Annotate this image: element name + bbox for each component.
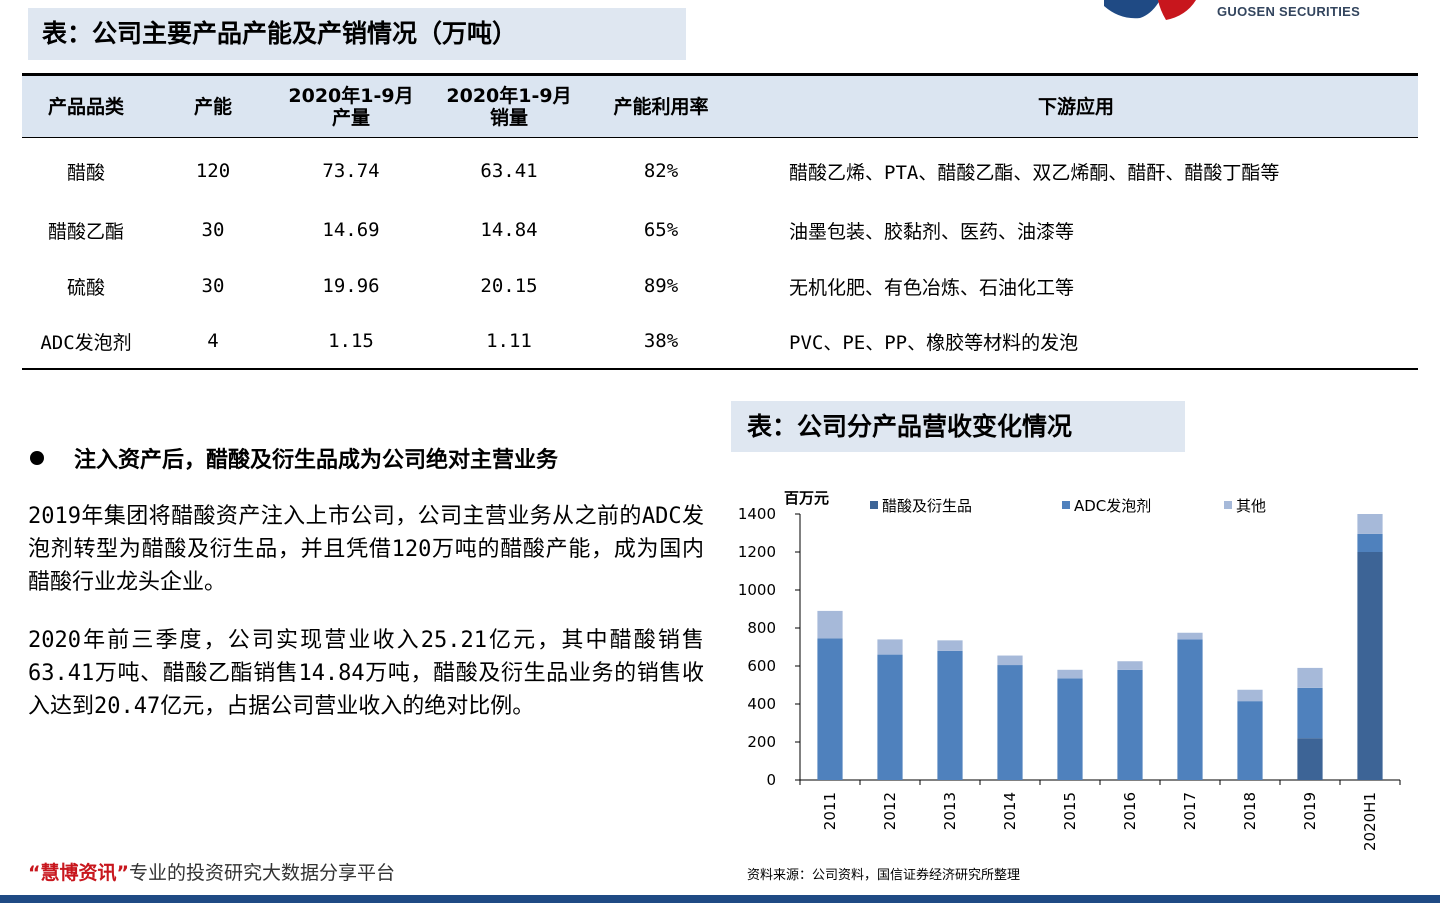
footer-bar — [0, 895, 1440, 903]
table-title: 表：公司主要产品产能及产销情况（万吨） — [28, 8, 686, 60]
legend-swatch — [870, 501, 878, 509]
y-axis-label: 百万元 — [784, 489, 829, 507]
legend-swatch — [1224, 501, 1232, 509]
legend-label: 其他 — [1236, 497, 1266, 515]
y-tick-label: 800 — [747, 619, 776, 637]
footer-quote-open: “ — [28, 862, 41, 884]
table-cell-capacity: 120 — [195, 160, 231, 182]
table-cell-output: 73.74 — [322, 160, 380, 182]
x-tick-label: 2017 — [1181, 792, 1199, 830]
bar-segment — [1357, 533, 1383, 552]
column-header: 产能 — [193, 96, 232, 118]
table-cell-capacity: 30 — [201, 275, 225, 297]
bar-segment — [1237, 689, 1263, 702]
bar-segment — [1117, 669, 1143, 780]
bar-segment — [1057, 678, 1083, 780]
chart-source: 资料来源：公司资料，国信证券经济研究所整理 — [747, 868, 1021, 883]
bar-segment — [937, 650, 963, 780]
bar-segment — [817, 610, 843, 639]
table-cell-output: 14.69 — [322, 219, 380, 241]
bar-segment — [817, 638, 843, 780]
bullet-dot-icon — [30, 451, 44, 465]
bar-segment — [1057, 669, 1083, 679]
table-cell-capacity: 30 — [201, 219, 225, 241]
bar-segment — [1117, 661, 1143, 670]
column-header: 产品品类 — [47, 96, 124, 118]
footer-quote-close: ” — [116, 862, 130, 884]
bullet-heading-text: 注入资产后，醋酸及衍生品成为公司绝对主营业务 — [74, 447, 559, 473]
table-cell-utilization: 82% — [643, 160, 679, 182]
table-cell-product: ADC发泡剂 — [40, 331, 132, 354]
column-header: 2020年1-9月 销量 — [446, 85, 572, 129]
table-header-row — [22, 76, 1418, 138]
table-cell-downstream: 醋酸乙烯、PTA、醋酸乙酯、双乙烯酮、醋酐、醋酸丁酯等 — [789, 161, 1280, 184]
table-cell-utilization: 89% — [643, 275, 679, 297]
bar-segment — [1237, 701, 1263, 780]
x-tick-label: 2018 — [1241, 792, 1259, 830]
legend-swatch — [1062, 501, 1070, 509]
bar-segment — [997, 665, 1023, 780]
bar-segment — [1177, 632, 1203, 640]
table-cell-capacity: 4 — [207, 330, 219, 352]
table-cell-sales: 1.11 — [486, 330, 532, 352]
table-bottom-rule — [22, 368, 1418, 370]
body-paragraph-1: 2019年集团将醋酸资产注入上市公司，公司主营业务从之前的ADC发泡剂转型为醋酸… — [28, 504, 704, 595]
x-tick-label: 2015 — [1061, 792, 1079, 830]
table-cell-sales: 14.84 — [480, 219, 538, 241]
bar-segment — [877, 654, 903, 780]
table-cell-downstream: PVC、PE、PP、橡胶等材料的发泡 — [789, 331, 1079, 354]
logo-text: GUOSEN SECURITIES — [1217, 4, 1361, 19]
y-tick-label: 1200 — [738, 543, 776, 561]
x-tick-label: 2019 — [1301, 792, 1319, 830]
x-tick-label: 2014 — [1001, 792, 1019, 830]
footer-slogan: 专业的投资研究大数据分享平台 — [129, 862, 396, 884]
y-tick-label: 400 — [747, 695, 776, 713]
footer-brand-name: 慧博资讯 — [40, 862, 117, 884]
table-top-rule — [22, 73, 1418, 76]
bar-segment — [877, 639, 903, 655]
y-tick-label: 0 — [766, 771, 776, 789]
column-header: 产能利用率 — [613, 96, 709, 118]
bullet-heading: 注入资产后，醋酸及衍生品成为公司绝对主营业务 — [30, 442, 558, 474]
x-tick-label: 2011 — [821, 792, 839, 830]
footer-brand: “慧博资讯”专业的投资研究大数据分享平台 — [28, 858, 395, 885]
column-header: 2020年1-9月 产量 — [288, 85, 414, 129]
y-tick-label: 200 — [747, 733, 776, 751]
bar-segment — [1357, 514, 1383, 534]
table-cell-downstream: 无机化肥、有色冶炼、石油化工等 — [789, 276, 1075, 299]
guosen-logo-mark — [1100, 0, 1210, 22]
x-tick-label: 2012 — [881, 792, 899, 830]
table-cell-downstream: 油墨包装、胶黏剂、医药、油漆等 — [789, 220, 1075, 243]
table-cell-sales: 20.15 — [480, 275, 538, 297]
y-tick-label: 1400 — [738, 505, 776, 523]
bar-segment — [1297, 667, 1323, 688]
table-cell-utilization: 38% — [643, 330, 679, 352]
revenue-stacked-bar-chart: 百万元 0 200 400 600 800 1000 1200 1400 2011 2012 2013… — [738, 489, 1401, 851]
body-paragraph-2: 2020年前三季度，公司实现营业收入25.21亿元，其中醋酸销售63.41万吨、… — [28, 628, 704, 719]
table-cell-sales: 63.41 — [480, 160, 538, 182]
column-header: 下游应用 — [1037, 96, 1114, 118]
legend-label: ADC发泡剂 — [1074, 497, 1151, 515]
table-cell-output: 19.96 — [322, 275, 380, 297]
x-tick-label: 2020H1 — [1361, 792, 1379, 851]
bar-segment — [1297, 687, 1323, 739]
bar-segment — [1297, 738, 1323, 780]
y-tick-label: 1000 — [738, 581, 776, 599]
x-tick-label: 2016 — [1121, 792, 1139, 830]
legend-label: 醋酸及衍生品 — [882, 497, 972, 515]
table-cell-product: 醋酸乙酯 — [47, 220, 124, 243]
table-cell-utilization: 65% — [643, 219, 679, 241]
bar-segment — [937, 640, 963, 651]
bar-segment — [1177, 639, 1203, 780]
x-tick-label: 2013 — [941, 792, 959, 830]
bar-segment — [1357, 552, 1383, 780]
bar-segment — [997, 655, 1023, 666]
y-tick-label: 600 — [747, 657, 776, 675]
table-cell-output: 1.15 — [328, 330, 374, 352]
table-cell-product: 醋酸 — [66, 161, 105, 184]
table-cell-product: 硫酸 — [66, 276, 105, 299]
chart-title: 表：公司分产品营收变化情况 — [731, 401, 1185, 452]
